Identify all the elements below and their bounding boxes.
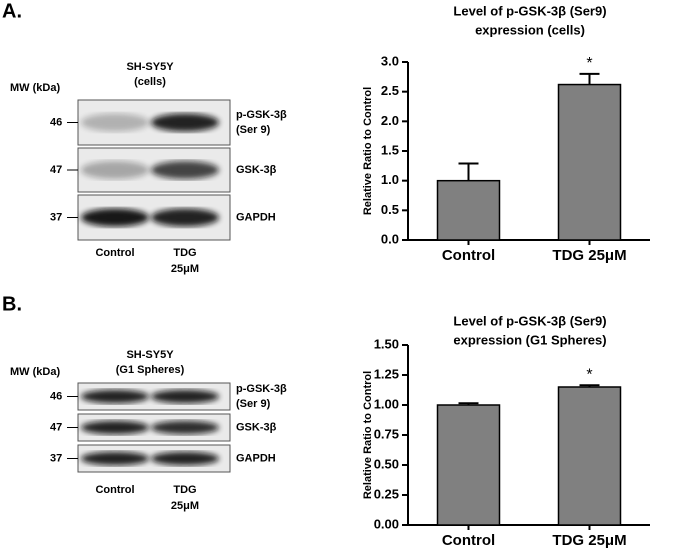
y-tick-label: 1.25 bbox=[374, 366, 399, 381]
y-axis-label: Relative Ratio to Control bbox=[362, 371, 374, 499]
blot-band bbox=[151, 420, 219, 435]
blot-band bbox=[81, 389, 149, 404]
lane-label: Control bbox=[95, 247, 134, 259]
protein-label: (Ser 9) bbox=[236, 398, 271, 410]
y-axis-label: Relative Ratio to Control bbox=[362, 87, 374, 215]
blot-band bbox=[81, 113, 149, 132]
panel-label: B. bbox=[2, 293, 22, 315]
protein-label: (Ser 9) bbox=[236, 124, 271, 136]
x-tick-label: TDG 25μM bbox=[552, 532, 626, 549]
mw-value: 37 bbox=[50, 452, 62, 464]
bar bbox=[436, 179, 501, 241]
mw-label: MW (kDa) bbox=[10, 366, 60, 378]
y-tick-label: 1.50 bbox=[374, 336, 399, 351]
lane-label: 25μM bbox=[171, 263, 199, 275]
protein-label: GSK-3β bbox=[236, 421, 277, 433]
protein-label: p-GSK-3β bbox=[236, 109, 287, 121]
y-tick-label: 1.00 bbox=[374, 396, 399, 411]
significance-mark: * bbox=[586, 55, 592, 72]
lane-label: TDG bbox=[173, 247, 196, 259]
y-tick-label: 1.0 bbox=[381, 172, 399, 187]
mw-value: 47 bbox=[50, 164, 62, 176]
blot-band bbox=[81, 420, 149, 435]
blot-band bbox=[81, 208, 149, 227]
protein-label: GAPDH bbox=[236, 452, 276, 464]
blot-band bbox=[81, 161, 149, 179]
x-tick-label: Control bbox=[442, 247, 495, 264]
protein-label: GSK-3β bbox=[236, 164, 277, 176]
bar bbox=[557, 386, 622, 526]
blot-band bbox=[151, 161, 219, 179]
mw-value: 46 bbox=[50, 116, 62, 128]
mw-value: 46 bbox=[50, 390, 62, 402]
y-tick-label: 0.0 bbox=[381, 231, 399, 246]
bar bbox=[436, 404, 501, 526]
protein-label: p-GSK-3β bbox=[236, 383, 287, 395]
bar bbox=[557, 83, 622, 241]
lane-label: TDG bbox=[173, 484, 196, 496]
x-tick-label: TDG 25μM bbox=[552, 247, 626, 264]
panel-label: A. bbox=[2, 0, 22, 22]
y-tick-label: 0.00 bbox=[374, 516, 399, 531]
mw-label: MW (kDa) bbox=[10, 82, 60, 94]
blot-subtitle: (cells) bbox=[134, 76, 166, 88]
y-tick-label: 0.75 bbox=[374, 426, 399, 441]
mw-value: 37 bbox=[50, 211, 62, 223]
lane-label: Control bbox=[95, 484, 134, 496]
blot-title: SH-SY5Y bbox=[126, 61, 174, 73]
blot-title: SH-SY5Y bbox=[126, 349, 174, 361]
y-tick-label: 1.5 bbox=[381, 142, 399, 157]
blot-band bbox=[81, 451, 149, 466]
x-tick-label: Control bbox=[442, 532, 495, 549]
y-tick-label: 0.25 bbox=[374, 486, 399, 501]
chart-title: Level of p-GSK-3β (Ser9) bbox=[453, 3, 606, 18]
chart-title: expression (G1 Spheres) bbox=[453, 332, 606, 347]
blot-band bbox=[151, 113, 219, 132]
blot-subtitle: (G1 Spheres) bbox=[116, 364, 185, 376]
chart-title: Level of p-GSK-3β (Ser9) bbox=[453, 313, 606, 328]
lane-label: 25μM bbox=[171, 500, 199, 512]
significance-mark: * bbox=[586, 366, 592, 383]
blot-band bbox=[151, 389, 219, 404]
protein-label: GAPDH bbox=[236, 211, 276, 223]
blot-band bbox=[151, 208, 219, 227]
chart-title: expression (cells) bbox=[475, 22, 585, 37]
y-tick-label: 2.5 bbox=[381, 83, 399, 98]
y-tick-label: 0.5 bbox=[381, 202, 399, 217]
blot-band bbox=[151, 451, 219, 466]
y-tick-label: 2.0 bbox=[381, 113, 399, 128]
y-tick-label: 3.0 bbox=[381, 53, 399, 68]
y-tick-label: 0.50 bbox=[374, 456, 399, 471]
mw-value: 47 bbox=[50, 421, 62, 433]
